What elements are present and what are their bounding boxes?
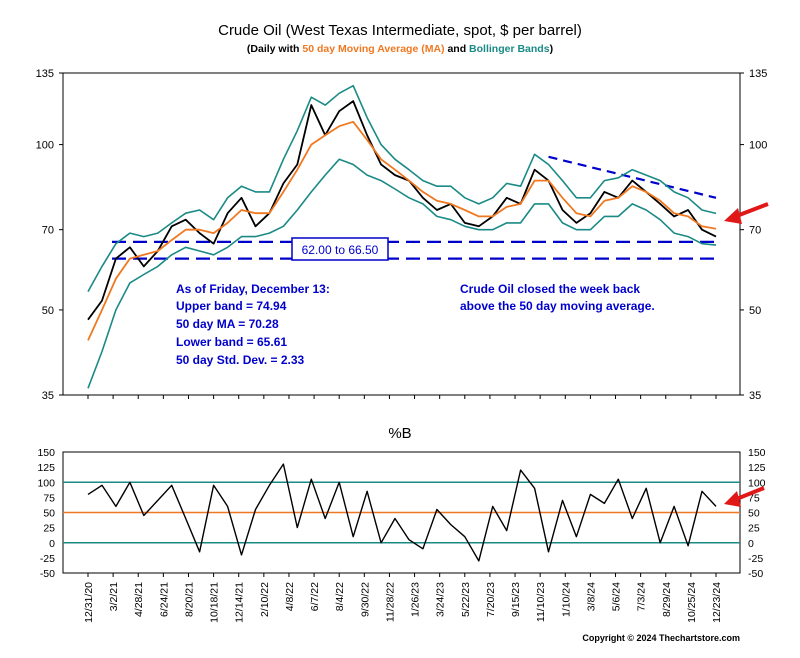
pctb-tick-label-left: 125 [37, 462, 55, 474]
x-tick-label: 1/26/23 [410, 582, 422, 617]
x-tick-label: 9/15/23 [510, 582, 522, 617]
x-tick-label: 3/8/24 [585, 582, 597, 611]
pctb-tick-label-left: -50 [40, 568, 55, 580]
x-tick-label: 2/10/22 [259, 582, 271, 617]
x-tick-label: 4/8/22 [284, 582, 296, 611]
x-tick-label: 5/6/24 [611, 582, 623, 611]
ma-line [87, 120, 717, 341]
pctb-tick-label-left: 0 [49, 538, 55, 550]
x-tick-label: 7/20/23 [485, 582, 497, 617]
trend-line [548, 155, 717, 199]
range-annotation: 62.00 to 66.50 [291, 237, 389, 261]
y-tick-label-right: 135 [749, 68, 767, 80]
chart-subtitle: (Daily with 50 day Moving Average (MA) a… [247, 43, 553, 55]
pctb-tick-label-right: -25 [748, 553, 763, 565]
y-tick-label-right: 70 [749, 225, 761, 237]
note-line: Crude Oil closed the week back [460, 282, 640, 296]
arrow-icon [724, 486, 765, 507]
band-line [87, 158, 717, 389]
y-tick-label-left: 35 [42, 390, 54, 402]
x-tick-label: 12/23/24 [711, 582, 723, 623]
x-tick-label: 8/20/21 [183, 582, 195, 617]
subtitle-part: ) [550, 43, 554, 55]
subtitle-part: 50 day Moving Average (MA) [302, 43, 444, 55]
band-line [87, 84, 717, 292]
note-line: above the 50 day moving average. [460, 299, 655, 313]
y-tick-label-right: 50 [749, 305, 761, 317]
stats-line: Upper band = 74.94 [176, 299, 287, 313]
pctb-panel: -50 -50 -25 -25 0 0 25 25 50 50 75 75 100 100 125 125 15… [37, 447, 765, 580]
range-box [291, 237, 389, 261]
pctb-tick-label-left: 75 [43, 492, 55, 504]
x-tick-label: 5/22/23 [460, 582, 472, 617]
x-tick-label: 11/10/23 [535, 582, 547, 622]
y-tick-label-left: 135 [36, 68, 54, 80]
pctb-tick-label-right: 0 [748, 538, 754, 550]
pctb-title: %B [388, 425, 411, 442]
subtitle-part: Bollinger Bands [469, 43, 550, 55]
y-tick-label-left: 100 [36, 140, 54, 152]
subtitle-part: (Daily with [247, 43, 302, 55]
x-tick-label: 8/4/22 [334, 582, 346, 611]
pctb-tick-label-right: 75 [748, 492, 760, 504]
arrow-icon [724, 202, 769, 224]
pctb-tick-label-left: 25 [43, 523, 55, 535]
pctb-tick-label-right: 150 [748, 447, 766, 459]
x-tick-label: 6/7/22 [309, 582, 321, 611]
note-annotation: Crude Oil closed the week back above the… [460, 282, 655, 313]
x-tick-label: 10/18/21 [209, 582, 221, 623]
stats-line: 50 day Std. Dev. = 2.33 [176, 353, 305, 367]
main-panel: 35 35 50 50 70 70 100 100 135 135 [36, 68, 768, 402]
y-tick-label-right: 100 [749, 140, 767, 152]
y-tick-label-left: 70 [42, 225, 54, 237]
x-axis: 12/31/20 3/2/21 4/28/21 6/24/21 8/20/21 10/18… [83, 395, 723, 623]
pctb-tick-label-right: 25 [748, 523, 760, 535]
x-tick-label: 9/30/22 [359, 582, 371, 617]
pctb-line [87, 463, 717, 562]
y-tick-label-right: 35 [749, 390, 761, 402]
x-tick-label: 10/25/24 [686, 582, 698, 623]
range-box-label: 62.00 to 66.50 [302, 243, 379, 257]
x-tick-label: 6/24/21 [158, 582, 170, 617]
stats-annotation: As of Friday, December 13: Upper band = … [176, 282, 330, 367]
y-tick-label-left: 50 [42, 305, 54, 317]
main-frame [62, 72, 741, 396]
copyright: Copyright © 2024 Thechartstore.com [582, 633, 740, 643]
x-tick-label: 8/29/24 [661, 582, 673, 617]
price-line [87, 100, 717, 321]
x-tick-label: 12/31/20 [83, 582, 95, 623]
pctb-tick-label-right: 100 [748, 477, 766, 489]
pctb-tick-label-left: -25 [40, 553, 55, 565]
pctb-tick-label-right: 50 [748, 508, 760, 520]
x-tick-label: 11/28/22 [384, 582, 396, 622]
x-tick-label: 1/10/24 [560, 582, 572, 617]
pctb-tick-label-left: 150 [37, 447, 55, 459]
x-tick-label: 12/14/21 [234, 582, 246, 623]
stats-line: Lower band = 65.61 [176, 335, 287, 349]
pctb-tick-label-left: 50 [43, 508, 55, 520]
pctb-tick-label-left: 100 [37, 477, 55, 489]
x-tick-label: 3/24/23 [435, 582, 447, 617]
x-tick-label: 3/2/21 [108, 582, 120, 611]
pctb-tick-label-right: 125 [748, 462, 766, 474]
x-tick-label: 7/3/24 [636, 582, 648, 611]
stats-line: 50 day MA = 70.28 [176, 317, 279, 331]
chart-title: Crude Oil (West Texas Intermediate, spot… [218, 22, 582, 39]
stats-line: As of Friday, December 13: [176, 282, 330, 296]
x-tick-label: 4/28/21 [133, 582, 145, 617]
pctb-tick-label-right: -50 [748, 568, 763, 580]
subtitle-part: and [445, 43, 470, 55]
